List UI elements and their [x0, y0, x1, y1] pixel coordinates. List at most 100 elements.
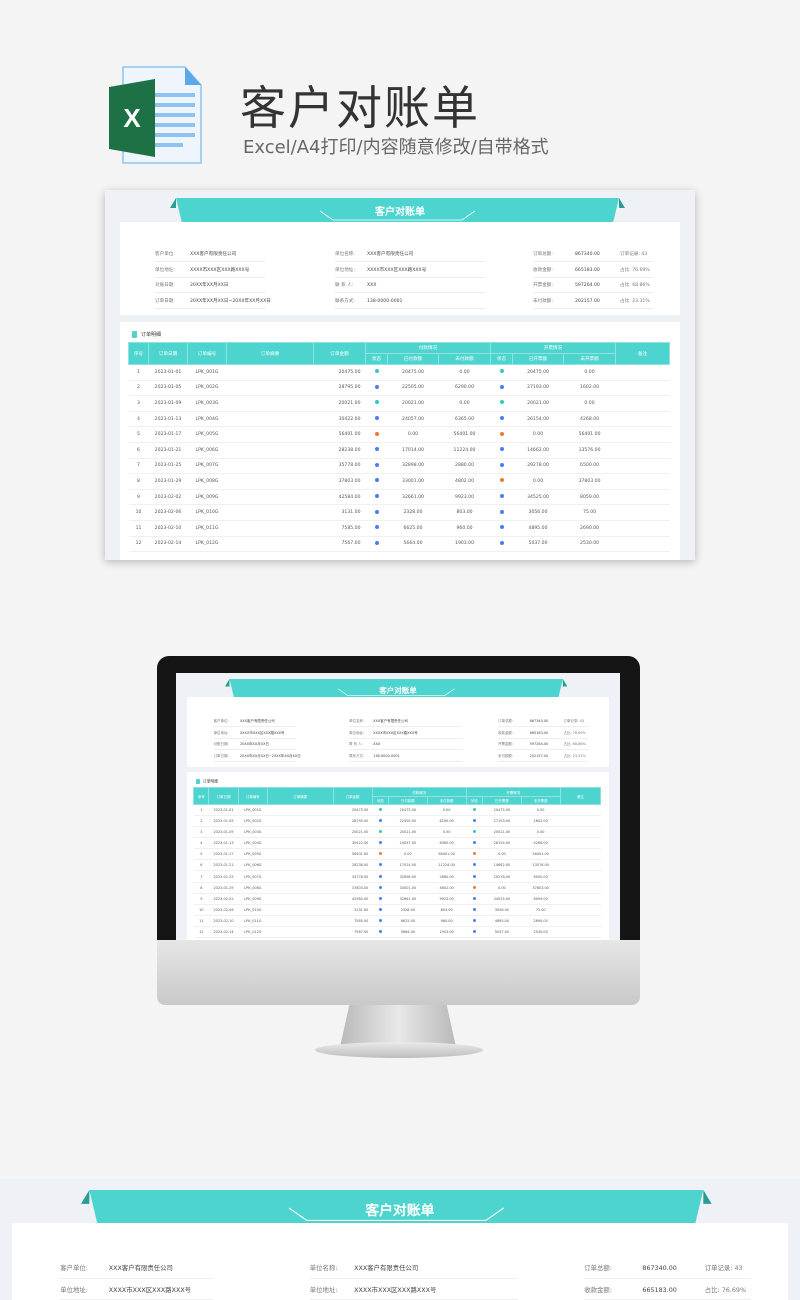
cell-unpaid: 960.00	[438, 520, 491, 537]
info-label: 开票金额:	[498, 742, 514, 747]
table-row[interactable]: 7 2023-01-25 LPK_007G 35778.00 32898.00 2880.…	[193, 870, 601, 883]
info-row: 联系方式: 138-0000-0001	[335, 297, 485, 309]
status-cell	[466, 859, 483, 872]
status-dot-icon	[374, 447, 379, 452]
info-value: XXXX市XXX区XXX路XXX号	[373, 730, 418, 735]
status-dot-icon	[378, 819, 382, 823]
cell-date: 2023-02-06	[148, 504, 188, 521]
cell-invoiced: 29278.00	[482, 870, 522, 883]
cell-no: 2	[128, 380, 149, 397]
status-cell	[490, 411, 513, 428]
table-row[interactable]: 2 2023-01-05 LPK_002G 28795.00 22505.00 6290.…	[193, 815, 601, 828]
status-dot-icon	[378, 918, 382, 922]
cell-date: 2023-01-25	[208, 870, 239, 883]
table-row[interactable]: 4 2023-01-13 LPK_004G 30422.00 24057.00 6365.…	[193, 837, 601, 850]
cell-paid: 6625.00	[388, 915, 428, 927]
cell-unpaid: 0.00	[438, 395, 491, 412]
cell-code: LPK_012G	[238, 926, 268, 939]
cell-no: 10	[128, 504, 149, 521]
cell-uninvoiced: 2690.00	[563, 520, 616, 537]
cell-uninvoiced: 2530.00	[563, 536, 616, 553]
status-cell	[365, 442, 388, 459]
table-row[interactable]: 12 2023-02-14 LPK_012G 7567.00 5664.00 1903.0…	[193, 926, 601, 939]
info-label: 订单总额:	[498, 719, 514, 724]
col-header-status: 状态	[365, 353, 388, 365]
table-row[interactable]: 9 2023-02-02 LPK_009G 42584.00 32661.00 9923.…	[128, 489, 670, 506]
table-row[interactable]: 1 2023-01-01 LPK_001G 20475.00 20475.00 0.00 2…	[128, 364, 670, 381]
cell-invoiced: 29278.00	[512, 458, 564, 475]
table-row[interactable]: 12 2023-02-14 LPK_012G 7567.00 5664.00 1903.0…	[128, 536, 670, 553]
table-row[interactable]: 6 2023-01-21 LPK_006G 28238.00 17014.00 11224…	[128, 442, 670, 459]
table-row[interactable]: 4 2023-01-13 LPK_004G 30422.00 24057.00 6365.…	[128, 411, 670, 428]
table-row[interactable]: 8 2023-01-29 LPK_008G 37803.00 33001.00 4802.…	[128, 473, 670, 490]
cell-paid: 17014.00	[388, 859, 428, 872]
status-dot-icon	[472, 918, 476, 922]
status-dot-icon	[472, 852, 476, 856]
col-header-pay-group: 付款情况	[364, 342, 492, 354]
table-row[interactable]: 6 2023-01-21 LPK_006G 28238.00 17014.00 11224…	[193, 859, 601, 872]
cell-unpaid: 803.00	[427, 904, 467, 916]
table-row[interactable]: 7 2023-01-25 LPK_007G 35778.00 32898.00 2880.…	[128, 458, 670, 475]
info-value: XXXX市XXX区XXX路XXX号	[108, 1285, 192, 1294]
info-label: 单位地址:	[155, 267, 175, 273]
table-row[interactable]: 9 2023-02-02 LPK_009G 42584.00 32661.00 9923.…	[193, 893, 601, 905]
info-row: 未付款额: 202157.00 占比: 23.31%	[498, 753, 589, 763]
info-value: XXXX市XXX区XXX路XXX号	[367, 267, 427, 273]
cell-uninvoiced: 75.00	[563, 504, 616, 521]
cell-no: 12	[193, 926, 209, 939]
table-row[interactable]: 3 2023-01-09 LPK_003G 20021.00 20021.00 0.00 2…	[128, 395, 670, 412]
cell-date: 2023-02-06	[208, 904, 239, 916]
table-row[interactable]: 1 2023-01-01 LPK_001G 20475.00 20475.00 0.00 2…	[193, 804, 601, 817]
info-row: 收款金额: 665183.00 占比: 76.69%	[498, 730, 589, 739]
cell-date: 2023-01-17	[208, 848, 239, 861]
info-row: 对账日期: 20XX年XX月XX日	[155, 281, 265, 293]
cell-invoiced: 0.00	[512, 473, 564, 490]
table-row[interactable]: 3 2023-01-09 LPK_003G 20021.00 20021.00 0.00 2…	[193, 826, 601, 839]
monitor-base	[315, 1042, 483, 1058]
cell-date: 2023-02-02	[148, 489, 188, 506]
info-value: XXXX市XXX区XXX路XXX号	[239, 730, 285, 735]
cell-no: 3	[193, 826, 209, 839]
info-value: XXXX市XXX区XXX路XXX号	[354, 1285, 437, 1294]
cell-note	[560, 815, 601, 828]
table-row[interactable]: 11 2023-02-10 LPK_011G 7585.00 6625.00 960.00…	[193, 915, 601, 927]
cell-code: LPK_004G	[187, 411, 227, 428]
cell-code: LPK_011G	[238, 915, 268, 927]
table-row[interactable]: 10 2023-02-06 LPK_010G 3131.00 2328.00 803.00…	[128, 504, 670, 521]
info-label: 单位地址:	[309, 1285, 338, 1294]
cell-amount: 3131.00	[313, 504, 366, 521]
cell-paid: 32898.00	[387, 458, 439, 475]
status-cell	[372, 859, 389, 872]
info-extra: 占比: 76.69%	[620, 267, 650, 273]
info-row: 订单日期: 20XX年XX月XX日~20XX年XX月XX日	[155, 297, 271, 309]
cell-invoiced: 4895.00	[512, 520, 564, 537]
info-row: 单位名称: XXX客户有限责任公司	[335, 250, 485, 262]
table-row[interactable]: 2 2023-01-05 LPK_002G 28795.00 22505.00 6290.…	[128, 380, 670, 397]
sheet-icon	[132, 331, 137, 338]
col-header-note: 备注	[615, 342, 671, 365]
info-label: 单位名称:	[349, 719, 365, 724]
status-dot-icon	[378, 907, 382, 911]
cell-uninvoiced: 13576.00	[563, 442, 616, 459]
col-header-amount: 订单金额	[332, 787, 373, 805]
cell-note	[560, 882, 601, 894]
table-row[interactable]: 5 2023-01-17 LPK_005G 56401.00 0.00 56401.00 0…	[128, 426, 670, 443]
cell-date: 2023-01-09	[148, 395, 188, 412]
cell-paid: 32661.00	[388, 893, 428, 905]
cell-summary	[226, 458, 314, 475]
cell-note	[560, 915, 601, 927]
info-row: 开票金额: 597264.00 占比: 68.86%	[498, 741, 589, 751]
page-title: 客户对账单	[240, 81, 480, 135]
table-row[interactable]: 11 2023-02-10 LPK_011G 7585.00 6625.00 960.00…	[128, 520, 670, 537]
cell-summary	[226, 473, 314, 490]
cell-unpaid: 6365.00	[427, 837, 467, 850]
table-row[interactable]: 5 2023-01-17 LPK_005G 56401.00 0.00 56401.00 0…	[193, 848, 601, 861]
info-label: 开票金额:	[533, 283, 553, 288]
cell-uninvoiced: 6500.00	[521, 870, 561, 883]
status-dot-icon	[374, 462, 379, 467]
status-cell	[365, 364, 388, 381]
status-cell	[490, 520, 513, 537]
table-row[interactable]: 8 2023-01-29 LPK_008G 37803.00 33001.00 4802.…	[193, 882, 601, 894]
status-dot-icon	[378, 841, 382, 845]
table-row[interactable]: 10 2023-02-06 LPK_010G 3131.00 2328.00 803.00…	[193, 904, 601, 916]
